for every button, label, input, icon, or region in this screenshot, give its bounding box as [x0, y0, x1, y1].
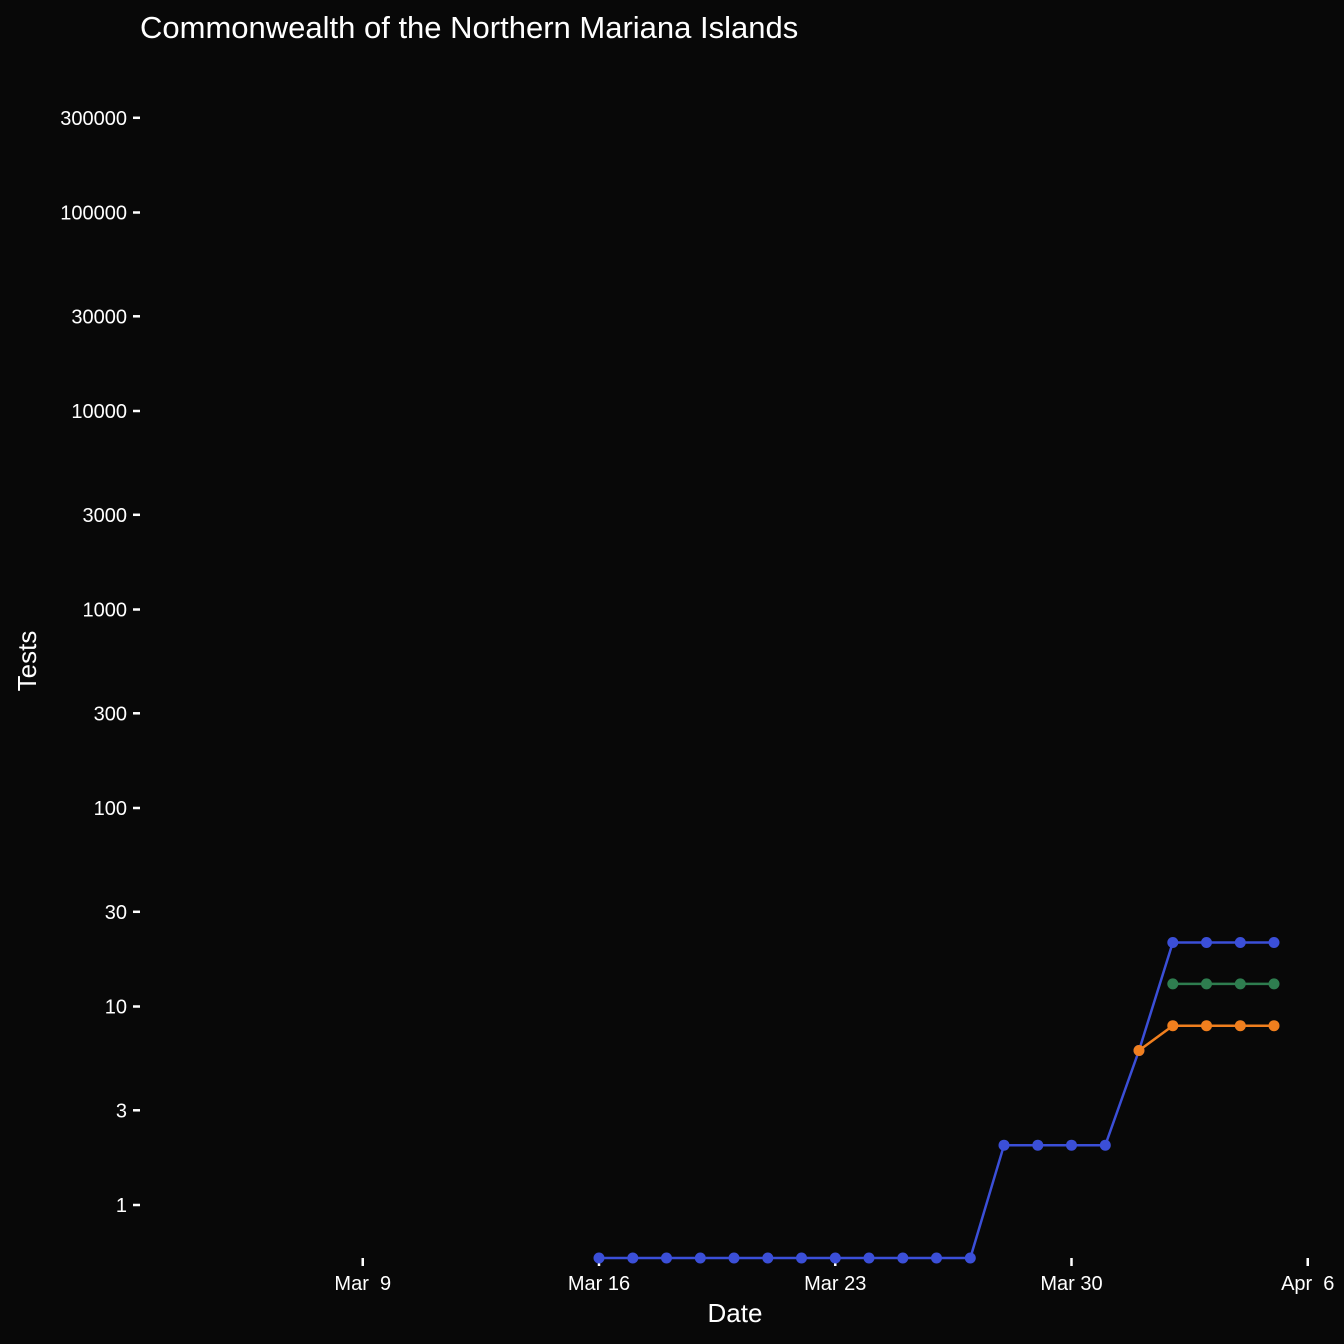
x-tick-label: Apr 6	[1281, 1273, 1334, 1295]
y-tick-label: 10000	[71, 401, 127, 423]
y-tick-label: 10	[105, 997, 127, 1019]
data-point	[661, 1252, 672, 1264]
data-point	[1066, 1139, 1077, 1151]
data-point	[1167, 1020, 1179, 1032]
x-axis: Mar 9 Mar 16 Mar 23 Mar 30 Apr 6	[334, 1258, 1334, 1295]
data-point	[1032, 1139, 1044, 1151]
x-tick-label: Mar 16	[568, 1273, 630, 1295]
data-point	[1268, 978, 1280, 990]
data-point	[1268, 1020, 1280, 1032]
x-tick-label: Mar 9	[334, 1273, 391, 1295]
data-point	[829, 1252, 841, 1264]
x-tick-label: Mar 23	[804, 1273, 866, 1295]
data-point	[593, 1252, 605, 1264]
data-point	[1099, 1139, 1111, 1151]
data-point	[762, 1252, 774, 1264]
data-point	[694, 1252, 706, 1264]
data-point	[897, 1252, 909, 1264]
data-point	[1234, 937, 1246, 948]
data-point	[796, 1252, 807, 1264]
data-point	[627, 1252, 639, 1264]
data-point	[863, 1252, 875, 1264]
series-line	[599, 941, 1274, 1260]
y-tick-label: 1000	[83, 600, 128, 622]
y-tick-label: 300	[94, 703, 127, 725]
series-1	[1167, 978, 1280, 990]
data-point	[1167, 937, 1179, 948]
y-axis-title: Tests	[12, 631, 42, 692]
data-point	[1234, 1020, 1246, 1032]
x-axis-title: Date	[708, 1298, 763, 1328]
series-layer	[593, 937, 1280, 1264]
series-0	[593, 937, 1280, 1264]
series-2	[1133, 1020, 1280, 1056]
y-tick-label: 30	[105, 902, 127, 924]
data-point	[1201, 1020, 1212, 1032]
data-point	[728, 1252, 740, 1264]
data-point	[1167, 978, 1179, 990]
y-tick-label: 3	[116, 1100, 127, 1122]
data-point	[964, 1252, 976, 1264]
data-point	[931, 1252, 942, 1264]
y-tick-label: 100000	[60, 203, 127, 225]
y-axis: 1 3 10 30 100 300 1000 3000 10000 30000 100000 3000…	[60, 108, 140, 1217]
data-point	[1201, 978, 1212, 990]
data-point	[1234, 978, 1246, 990]
data-point	[1201, 937, 1212, 948]
y-tick-label: 100	[94, 798, 127, 820]
y-tick-label: 30000	[71, 306, 127, 328]
y-tick-label: 3000	[83, 505, 128, 527]
y-tick-label: 1	[116, 1195, 127, 1217]
data-point	[1268, 937, 1280, 948]
chart-title: Commonwealth of the Northern Mariana Isl…	[140, 10, 799, 45]
data-point	[998, 1139, 1010, 1151]
data-point	[1133, 1045, 1145, 1056]
x-tick-label: Mar 30	[1040, 1273, 1102, 1295]
y-tick-label: 300000	[60, 108, 127, 130]
